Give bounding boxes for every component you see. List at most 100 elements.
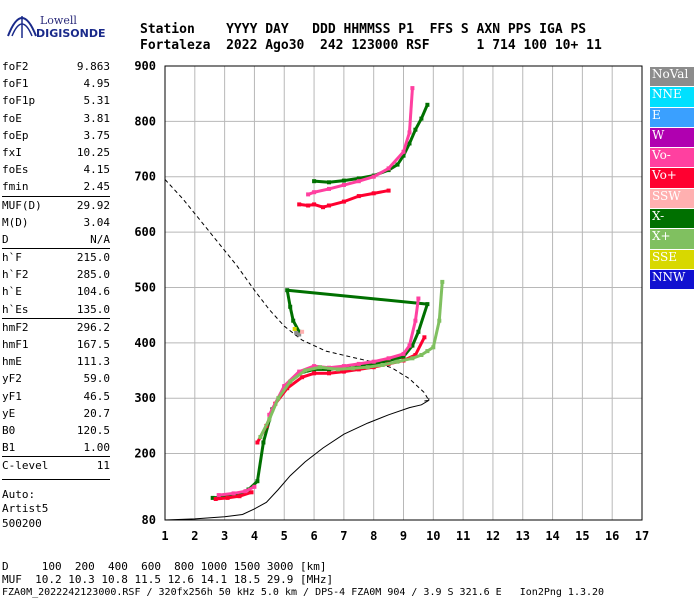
param-value: N/A xyxy=(90,232,110,246)
echo-point xyxy=(440,279,445,284)
echo-trace xyxy=(358,175,375,183)
y-tick-label: 500 xyxy=(134,280,156,294)
echo-trace xyxy=(304,365,321,372)
param-row: h`E 104.6 xyxy=(2,283,110,300)
echo-trace xyxy=(267,397,280,420)
legend-item: X+ xyxy=(650,229,694,249)
footer-muf: MUF 10.2 10.3 10.8 11.5 12.6 14.1 18.5 2… xyxy=(2,573,334,586)
autoscale-info: Auto: Artist5 500200 xyxy=(2,478,110,532)
param-label: foF1p xyxy=(2,94,36,108)
echo-trace xyxy=(343,179,360,187)
polarization-legend: NoVal NNE E W Vo- Vo+ SSW X- X+ SSE NNW xyxy=(650,67,694,290)
echo-point xyxy=(297,329,302,334)
echo-point xyxy=(292,327,297,331)
echo-trace xyxy=(372,167,390,179)
y-tick-label: 200 xyxy=(134,447,156,461)
echo-trace xyxy=(358,191,374,198)
param-value: 11 xyxy=(96,459,110,473)
param-label: foF2 xyxy=(2,60,29,73)
param-row: M(D) 3.04 xyxy=(2,214,110,231)
echo-trace xyxy=(411,331,420,347)
param-row: fxI 10.25 xyxy=(2,144,110,161)
echo-trace xyxy=(286,375,304,390)
x-tick-label: 17 xyxy=(635,529,649,543)
param-label: foE xyxy=(2,111,22,125)
echo-trace xyxy=(277,380,292,400)
echo-trace xyxy=(358,362,374,368)
y-tick-label: 900 xyxy=(134,59,156,73)
param-label: fxI xyxy=(2,145,22,159)
echo-trace xyxy=(397,356,413,364)
echo-trace xyxy=(328,183,345,191)
param-value: 2.45 xyxy=(83,180,111,194)
echo-point xyxy=(267,412,272,417)
plasma-profile-dashed xyxy=(164,179,430,402)
echo-trace xyxy=(295,331,300,336)
param-row: h`Es 135.0 xyxy=(2,301,110,318)
echo-trace xyxy=(414,117,423,131)
echo-trace xyxy=(367,363,383,369)
echo-trace xyxy=(373,189,389,195)
param-row: foE 3.81 xyxy=(2,110,110,127)
param-value: 29.92 xyxy=(76,198,110,212)
echo-trace xyxy=(408,129,417,145)
echo-trace xyxy=(437,281,444,321)
legend-item: E xyxy=(650,107,694,127)
x-tick-label: 2 xyxy=(191,529,198,543)
legend-item: W xyxy=(650,127,694,148)
echo-trace xyxy=(343,176,360,183)
param-value: 3.81 xyxy=(83,111,111,125)
legend-item: X- xyxy=(650,209,694,229)
x-tick-label: 13 xyxy=(516,529,530,543)
legend-item: NNW xyxy=(650,269,694,290)
param-row: foF1 4.95 xyxy=(2,75,110,92)
param-label: foF1 xyxy=(2,77,29,91)
param-row: B0 120.5 xyxy=(2,422,110,439)
x-tick-label: 10 xyxy=(426,529,440,543)
echo-trace xyxy=(402,344,411,355)
autoscale-line: 500200 xyxy=(2,516,42,530)
echo-trace xyxy=(431,320,441,348)
echo-trace xyxy=(301,371,315,379)
echo-point xyxy=(416,296,421,301)
param-row: h`F 215.0 xyxy=(2,248,110,266)
echo-trace xyxy=(373,356,389,364)
param-label: h`Es xyxy=(2,302,29,316)
echo-trace xyxy=(396,154,405,166)
echo-trace xyxy=(291,319,301,333)
antenna-icon xyxy=(7,16,37,38)
param-row: foEs 4.15 xyxy=(2,161,110,178)
param-label: fmin xyxy=(2,180,29,194)
echo-trace xyxy=(307,202,315,207)
plot-frame xyxy=(164,65,643,521)
echo-trace xyxy=(420,104,429,120)
echo-trace xyxy=(328,370,345,375)
echo-trace xyxy=(313,187,330,194)
echo-trace xyxy=(313,202,324,209)
x-tick-label: 14 xyxy=(545,529,559,543)
echo-trace xyxy=(287,288,428,306)
x-tick-label: 7 xyxy=(340,529,347,543)
echo-trace xyxy=(408,320,417,346)
echo-trace xyxy=(413,298,420,321)
param-label: h`E xyxy=(2,285,22,299)
x-tick-label: 16 xyxy=(605,529,619,543)
param-row: yF1 46.5 xyxy=(2,388,110,405)
echo-trace xyxy=(388,352,404,360)
logo-digisonde: DIGISONDE xyxy=(36,27,106,40)
echo-point xyxy=(386,188,391,193)
y-tick-label: 800 xyxy=(134,114,156,128)
param-value: 3.04 xyxy=(83,215,111,229)
echo-trace xyxy=(343,194,360,204)
y-tick-label: 400 xyxy=(134,336,156,350)
x-tick-label: 9 xyxy=(400,529,407,543)
echo-trace xyxy=(407,88,414,133)
param-value: 215.0 xyxy=(76,251,110,265)
param-row: foF1p 5.31 xyxy=(2,92,110,109)
x-tick-label: 11 xyxy=(456,529,470,543)
param-row: foEp 3.75 xyxy=(2,127,110,144)
legend-item: Vo- xyxy=(650,148,694,168)
param-label: D xyxy=(2,232,9,246)
echo-trace xyxy=(289,369,307,383)
